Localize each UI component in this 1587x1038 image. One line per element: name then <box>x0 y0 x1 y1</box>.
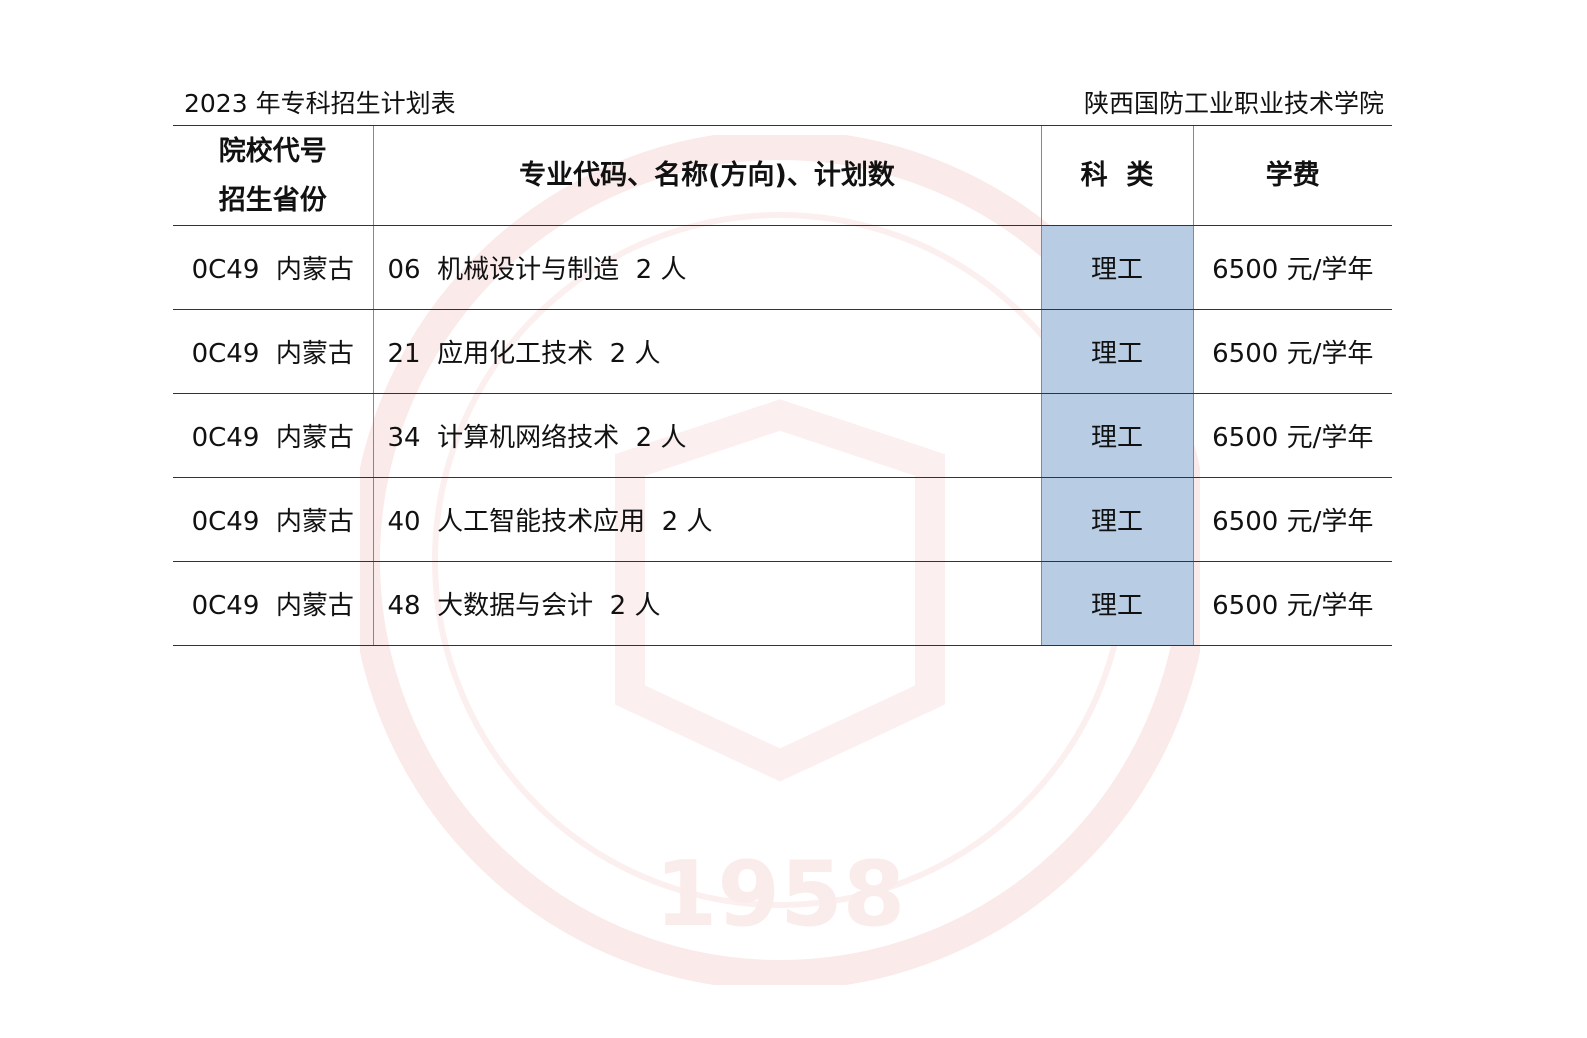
category-cell: 理工 <box>1040 393 1193 478</box>
category-cell: 理工 <box>1040 477 1193 562</box>
svg-text:1958: 1958 <box>655 842 906 947</box>
table-row: 0C49 内蒙古 48 大数据与会计 2 人 理工 6500 元/学年 <box>173 561 1392 646</box>
header-school-province: 院校代号 招生省份 <box>173 125 373 226</box>
header-school-code: 院校代号 <box>218 135 327 167</box>
school-province-cell: 0C49 内蒙古 <box>173 225 373 310</box>
header-major: 专业代码、名称(方向)、计划数 <box>372 125 1041 226</box>
enrollment-plan-table: 院校代号招生省份 专业代码、名称(方向)、计划数 科 类 学费 0C49 内蒙古… <box>173 125 1392 646</box>
category-cell: 理工 <box>1040 309 1193 394</box>
header-category: 科 类 <box>1040 125 1193 226</box>
major-cell: 06 机械设计与制造 2 人 <box>372 225 1041 310</box>
document-title: 2023 年专科招生计划表 <box>184 89 456 118</box>
header-row: 院校代号招生省份 专业代码、名称(方向)、计划数 科 类 学费 <box>173 125 1392 226</box>
tuition-cell: 6500 元/学年 <box>1192 477 1392 562</box>
category-cell: 理工 <box>1040 225 1193 310</box>
major-cell: 48 大数据与会计 2 人 <box>372 561 1041 646</box>
tuition-cell: 6500 元/学年 <box>1192 225 1392 310</box>
school-province-cell: 0C49 内蒙古 <box>173 561 373 646</box>
table-row: 0C49 内蒙古 21 应用化工技术 2 人 理工 6500 元/学年 <box>173 309 1392 394</box>
table-row: 0C49 内蒙古 34 计算机网络技术 2 人 理工 6500 元/学年 <box>173 393 1392 478</box>
major-cell: 21 应用化工技术 2 人 <box>372 309 1041 394</box>
table-row: 0C49 内蒙古 40 人工智能技术应用 2 人 理工 6500 元/学年 <box>173 477 1392 562</box>
school-province-cell: 0C49 内蒙古 <box>173 393 373 478</box>
school-province-cell: 0C49 内蒙古 <box>173 477 373 562</box>
school-province-cell: 0C49 内蒙古 <box>173 309 373 394</box>
major-cell: 40 人工智能技术应用 2 人 <box>372 477 1041 562</box>
institution-name: 陕西国防工业职业技术学院 <box>1083 89 1384 118</box>
tuition-cell: 6500 元/学年 <box>1192 309 1392 394</box>
table-row: 0C49 内蒙古 06 机械设计与制造 2 人 理工 6500 元/学年 <box>173 225 1392 310</box>
tuition-cell: 6500 元/学年 <box>1192 561 1392 646</box>
header-province: 招生省份 <box>218 184 327 216</box>
major-cell: 34 计算机网络技术 2 人 <box>372 393 1041 478</box>
header-tuition: 学费 <box>1192 125 1392 226</box>
category-cell: 理工 <box>1040 561 1193 646</box>
tuition-cell: 6500 元/学年 <box>1192 393 1392 478</box>
